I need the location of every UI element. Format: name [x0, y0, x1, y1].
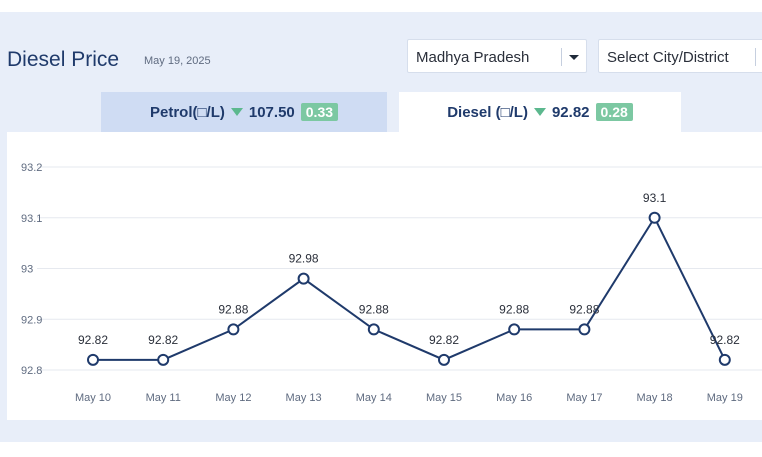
data-point: [718, 353, 731, 366]
data-point: [297, 272, 310, 285]
data-label: 93.1: [643, 191, 667, 205]
y-tick-label: 93.1: [21, 213, 42, 225]
x-tick-label: May 12: [215, 392, 251, 404]
city-dropdown[interactable]: Select City/District: [598, 39, 762, 73]
y-tick-label: 92.9: [21, 314, 42, 326]
price-chart: 92.8 92.9 93 93.1 93.2 May 10 May 11 May 12 May …: [7, 132, 762, 420]
x-tick-label: May 15: [426, 392, 462, 404]
y-tick-label: 93: [21, 264, 33, 276]
data-point: [227, 323, 240, 336]
x-tick-label: May 14: [356, 392, 392, 404]
tab-petrol-change-badge: 0.33: [300, 103, 339, 121]
price-down-icon: [533, 108, 546, 116]
dropdown-divider: [755, 48, 756, 66]
data-point: [438, 353, 450, 366]
chevron-down-icon: [569, 55, 579, 60]
series-line: [93, 215, 726, 361]
state-dropdown-value: Madhya Pradesh: [416, 49, 530, 66]
x-tick-label: May 17: [566, 392, 602, 404]
x-tick-label: May 19: [707, 392, 743, 404]
tab-diesel[interactable]: Diesel (□/L) 92.82 0.28: [399, 92, 681, 132]
data-point: [87, 353, 99, 366]
x-tick-label: May 10: [75, 392, 111, 404]
data-label: 92.88: [499, 302, 529, 316]
data-point: [367, 323, 380, 336]
dropdown-divider: [561, 48, 562, 66]
data-point: [648, 211, 661, 224]
x-tick-label: May 18: [637, 392, 673, 404]
price-down-icon: [230, 108, 243, 116]
tab-petrol[interactable]: Petrol(□/L) 107.50 0.33: [101, 92, 387, 132]
y-tick-label: 93.2: [21, 162, 42, 174]
data-point: [508, 323, 521, 336]
data-label: 92.82: [429, 333, 459, 347]
tab-diesel-change-badge: 0.28: [595, 103, 633, 121]
y-tick-label: 92.8: [21, 365, 42, 377]
city-dropdown-placeholder: Select City/District: [607, 49, 729, 66]
data-point: [157, 353, 170, 366]
x-tick-label: May 16: [496, 392, 532, 404]
x-tick-label: May 11: [146, 392, 181, 404]
tab-diesel-price: 92.82: [551, 103, 590, 121]
state-dropdown[interactable]: Madhya Pradesh: [407, 39, 587, 73]
page-title: Diesel Price: [7, 48, 120, 71]
data-label: 92.82: [710, 333, 740, 347]
tab-diesel-label: Diesel (□/L): [447, 103, 528, 121]
x-tick-label: May 13: [286, 392, 322, 404]
tab-petrol-label: Petrol(□/L): [149, 103, 225, 121]
price-line-chart: 92.8 92.9 93 93.1 93.2 May 10 May 11 May 12 May …: [21, 162, 762, 404]
data-label: 92.98: [289, 252, 319, 266]
tab-petrol-price: 107.50: [248, 103, 295, 121]
data-point: [578, 323, 591, 336]
data-label: 92.82: [148, 333, 178, 347]
data-label: 92.88: [569, 302, 599, 316]
data-label: 92.82: [78, 333, 108, 347]
data-label: 92.88: [218, 302, 248, 316]
data-label: 92.88: [359, 302, 389, 316]
price-date: May 19, 2025: [144, 55, 211, 67]
